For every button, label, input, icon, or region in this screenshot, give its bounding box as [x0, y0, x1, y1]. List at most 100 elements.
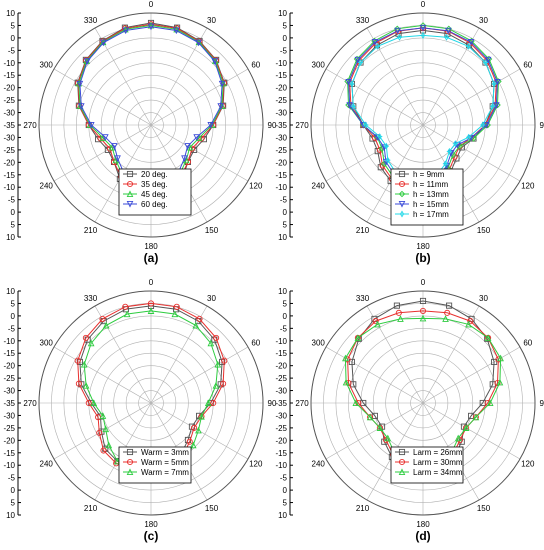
radial-tick-label: -20	[3, 84, 15, 93]
angle-label: 270	[295, 399, 309, 408]
radial-tick-label: 5	[11, 21, 16, 30]
marker-triangle	[198, 412, 205, 420]
radial-tick-label: 5	[283, 221, 288, 230]
angle-label: 300	[312, 61, 326, 70]
marker-triangle	[147, 307, 155, 314]
legend-label: Warm = 5mm	[141, 458, 189, 467]
radial-tick-label: -25	[275, 146, 287, 155]
marker-triangle	[207, 339, 215, 347]
legend-label: 45 deg.	[141, 190, 168, 199]
angle-label: 30	[479, 294, 488, 303]
legend-label: h = 9mm	[413, 170, 445, 179]
radial-tick-label: -25	[275, 374, 287, 383]
radial-tick-label: 10	[278, 287, 287, 296]
radial-tick-label: -20	[3, 362, 15, 371]
grid-spoke	[422, 27, 480, 126]
angle-label: 240	[312, 182, 326, 191]
legend-box	[390, 446, 464, 484]
marker-square	[446, 302, 453, 309]
marker-triangle	[342, 378, 350, 386]
marker-triangle	[484, 334, 492, 341]
marker-triangle	[352, 399, 360, 407]
marker-triangle-down	[126, 200, 134, 208]
grid-spoke	[422, 68, 521, 126]
angle-label: 180	[144, 520, 158, 529]
marker-triangle	[102, 321, 110, 329]
marker-triangle-down	[494, 79, 501, 86]
legend-label: h = 11mm	[413, 180, 449, 189]
marker-triangle-down	[172, 27, 180, 35]
marker-circle	[221, 357, 228, 364]
angle-label: 240	[312, 460, 326, 469]
grid-spoke	[150, 68, 249, 126]
legend-label: 60 deg.	[141, 200, 168, 209]
grid-spoke	[366, 305, 424, 404]
grid-spoke	[422, 305, 480, 404]
marker-circle	[196, 315, 203, 322]
polar-chart-1: 10 10 5 5 0 0 -5 -5 -10 -10 -15 -15 -20 -20 -25 -25 -30 -…	[3, 0, 277, 265]
polar-chart-4: 10 10 5 5 0 0 -5 -5 -10 -10 -15 -15 -20 -20 -25 -25 -30 -…	[275, 278, 544, 543]
marker-triangle-down	[114, 155, 121, 163]
radial-tick-label: 10	[6, 287, 15, 296]
radial-tick-label: -30	[275, 411, 287, 420]
radial-tick-label: -5	[280, 474, 288, 483]
marker-triangle	[497, 354, 504, 362]
marker-star	[357, 59, 364, 66]
radial-tick-label: -20	[275, 158, 287, 167]
grid-spoke	[150, 124, 249, 182]
marker-triangle	[87, 339, 95, 347]
panel-caption: (d)	[415, 529, 430, 543]
marker-triangle-down	[181, 155, 188, 163]
angle-label: 30	[479, 16, 488, 25]
marker-triangle-down	[345, 79, 352, 86]
angle-label: 60	[523, 61, 532, 70]
marker-square	[398, 448, 406, 456]
angle-label: 270	[295, 121, 309, 130]
marker-star	[491, 80, 497, 88]
marker-circle	[82, 334, 89, 341]
marker-star	[442, 160, 448, 168]
angle-label: 300	[40, 61, 54, 70]
angle-label: 90	[540, 399, 544, 408]
legend-label: 20 deg.	[141, 170, 168, 179]
marker-triangle	[80, 360, 88, 368]
angle-label: 180	[416, 242, 430, 251]
polar-frame	[38, 290, 264, 516]
marker-circle	[100, 447, 107, 454]
grid-spoke	[422, 402, 521, 460]
radial-tick-label: -25	[3, 96, 15, 105]
marker-triangle-down	[444, 27, 452, 35]
radial-tick-label: -15	[3, 449, 15, 458]
grid-spoke	[53, 68, 152, 126]
radial-tick-label: -20	[3, 436, 15, 445]
marker-triangle	[214, 360, 222, 368]
marker-star	[480, 121, 486, 129]
marker-circle	[213, 334, 220, 341]
marker-diamond	[484, 121, 491, 129]
marker-star	[377, 133, 383, 141]
radial-tick-label: -35	[3, 399, 15, 408]
radial-tick-label: -5	[8, 324, 16, 333]
angle-label: 0	[149, 278, 154, 287]
marker-triangle-down	[484, 56, 492, 64]
marker-star	[363, 121, 369, 129]
legend-label: h = 17mm	[413, 210, 449, 219]
angle-label: 120	[249, 460, 263, 469]
marker-square	[419, 297, 427, 305]
marker-triangle	[354, 334, 362, 341]
radial-tick-label: 0	[11, 486, 16, 495]
legend-label: Warm = 7mm	[141, 468, 189, 477]
radial-tick-label: -15	[275, 171, 287, 180]
marker-circle	[126, 458, 134, 466]
radial-tick-label: -15	[275, 71, 287, 80]
marker-circle	[398, 180, 406, 188]
marker-triangle-down	[207, 121, 215, 129]
marker-triangle	[398, 468, 406, 476]
grid-spoke	[150, 402, 249, 460]
marker-star	[452, 140, 458, 148]
radial-scale-axis: 10 10 5 5 0 0 -5 -5 -10 -10 -15 -15 -20 -20 -25 -25 -30 -…	[275, 9, 293, 242]
angle-label: 330	[84, 16, 98, 25]
marker-triangle-down	[87, 121, 95, 129]
